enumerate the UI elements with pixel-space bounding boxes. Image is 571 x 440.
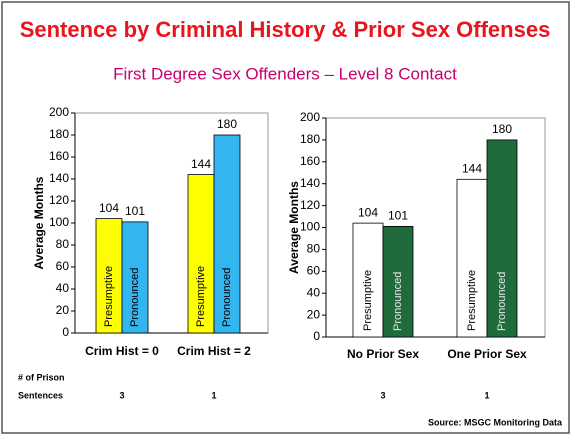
y-tick-label: 200 <box>49 105 69 119</box>
y-tick-label: 140 <box>49 171 69 185</box>
value-label: 104 <box>358 205 378 219</box>
title: Sentence by Criminal History & Prior Sex… <box>20 17 551 42</box>
y-tick-label: 60 <box>307 263 321 277</box>
y-tick-label: 120 <box>49 193 69 207</box>
x-tick-label: Crim Hist = 2 <box>177 344 251 358</box>
y-tick-label: 180 <box>300 132 320 146</box>
y-tick-label: 80 <box>56 237 70 251</box>
bar <box>95 218 123 334</box>
value-label: 104 <box>99 201 119 215</box>
bar-series-label: Presumptive <box>466 270 478 331</box>
bar-series-label: Pronounced <box>221 268 233 327</box>
bar-series-label: Pronounced <box>129 268 141 327</box>
y-tick-label: 200 <box>300 110 320 124</box>
bar-series-label: Pronounced <box>392 272 404 331</box>
y-tick-label: 0 <box>62 325 69 339</box>
prison-sentences: 1 <box>211 390 216 400</box>
value-label: 180 <box>492 122 512 136</box>
value-label: 180 <box>217 117 237 131</box>
row-label: Sentences <box>18 390 63 400</box>
bar-series-label: Presumptive <box>195 266 207 327</box>
source: Source: MSGC Monitoring Data <box>428 417 563 427</box>
bar <box>213 134 241 334</box>
y-tick-label: 140 <box>300 176 320 190</box>
bar <box>486 139 518 338</box>
y-tick-label: 40 <box>307 285 321 299</box>
x-tick-label: Crim Hist = 0 <box>85 344 159 358</box>
bar <box>187 174 215 334</box>
prison-sentences: 3 <box>380 390 385 400</box>
prison-sentences: 1 <box>484 390 489 400</box>
y-tick-label: 20 <box>56 303 70 317</box>
value-label: 144 <box>191 157 211 171</box>
y-tick-label: 100 <box>49 215 69 229</box>
value-label: 101 <box>388 209 408 223</box>
y-tick-label: 80 <box>307 242 321 256</box>
subtitle: First Degree Sex Offenders – Level 8 Con… <box>113 64 457 83</box>
y-tick-label: 0 <box>313 329 320 343</box>
y-tick-label: 180 <box>49 127 69 141</box>
value-label: 144 <box>462 161 482 175</box>
y-tick-label: 160 <box>300 154 320 168</box>
bar <box>456 178 488 338</box>
row-label: # of Prison <box>18 372 65 382</box>
y-tick-label: 160 <box>49 149 69 163</box>
y-tick-label: 20 <box>307 307 321 321</box>
y-tick-label: 100 <box>300 220 320 234</box>
x-tick-label: One Prior Sex <box>447 347 527 361</box>
y-tick-label: 40 <box>56 281 70 295</box>
bar-series-label: Presumptive <box>103 266 115 327</box>
value-label: 101 <box>125 204 145 218</box>
bar-series-label: Pronounced <box>496 272 508 331</box>
y-tick-label: 60 <box>56 259 70 273</box>
x-tick-label: No Prior Sex <box>347 347 419 361</box>
y-axis-label: Average Months <box>32 176 46 269</box>
bar-series-label: Presumptive <box>362 270 374 331</box>
prison-sentences: 3 <box>119 390 124 400</box>
bar <box>352 222 384 338</box>
y-tick-label: 120 <box>300 198 320 212</box>
bar <box>121 221 149 334</box>
bar <box>382 226 414 338</box>
y-axis-label: Average Months <box>287 181 301 274</box>
